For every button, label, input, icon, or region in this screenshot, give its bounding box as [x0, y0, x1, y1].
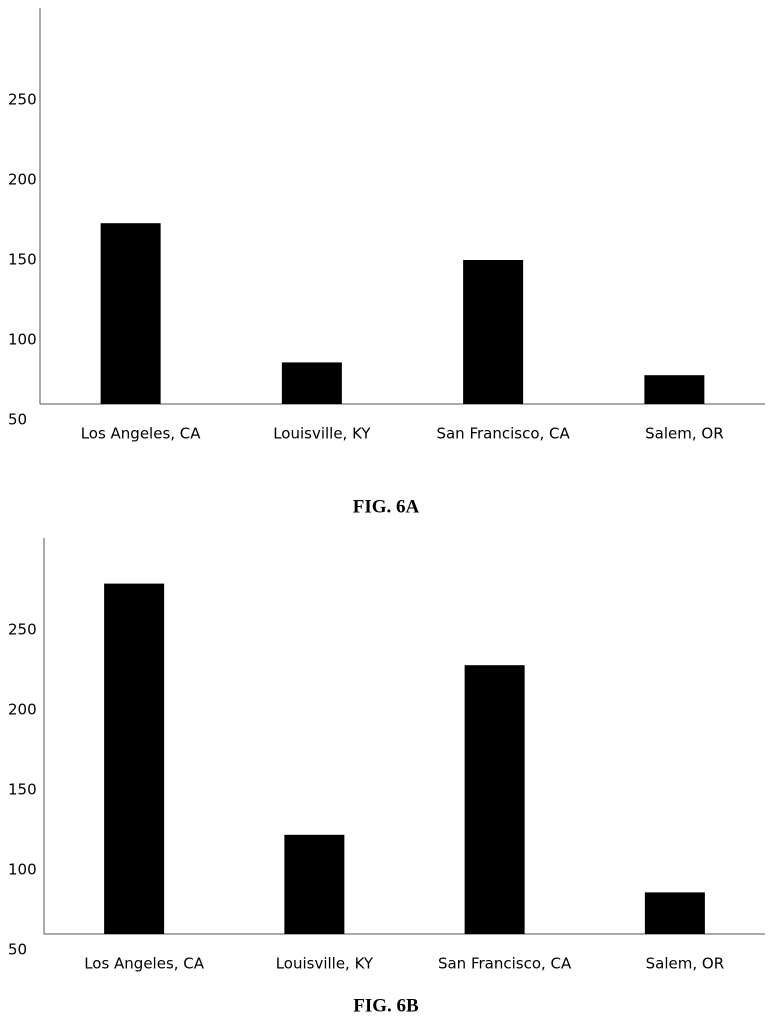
chart-title: FIG. 6A — [353, 496, 420, 517]
y-tick-label: 50 — [8, 941, 27, 959]
y-tick-label: 100 — [8, 861, 37, 879]
x-tick-label: Los Angeles, CA — [81, 425, 202, 443]
bar — [644, 892, 705, 934]
x-tick-label: Salem, OR — [646, 955, 725, 973]
bar — [463, 260, 524, 404]
y-tick-label: 150 — [8, 781, 37, 799]
x-tick-label: San Francisco, CA — [436, 425, 570, 443]
bar — [281, 362, 342, 404]
bar — [100, 223, 161, 404]
chart-title: FIG. 6B — [353, 995, 419, 1016]
bar — [284, 834, 345, 934]
x-tick-label: San Francisco, CA — [438, 955, 572, 973]
x-tick-label: Louisville, KY — [273, 425, 371, 443]
y-tick-label: 250 — [8, 621, 37, 639]
y-tick-label: 200 — [8, 171, 37, 189]
bar — [644, 375, 705, 404]
x-tick-label: Louisville, KY — [276, 955, 374, 973]
x-tick-label: Los Angeles, CA — [84, 955, 205, 973]
y-tick-label: 150 — [8, 251, 37, 269]
x-tick-label: Salem, OR — [645, 425, 724, 443]
bar — [104, 583, 165, 934]
y-tick-label: 200 — [8, 701, 37, 719]
y-tick-label: 100 — [8, 331, 37, 349]
bar — [464, 665, 525, 934]
y-tick-label: 50 — [8, 411, 27, 429]
y-tick-label: 250 — [8, 91, 37, 109]
